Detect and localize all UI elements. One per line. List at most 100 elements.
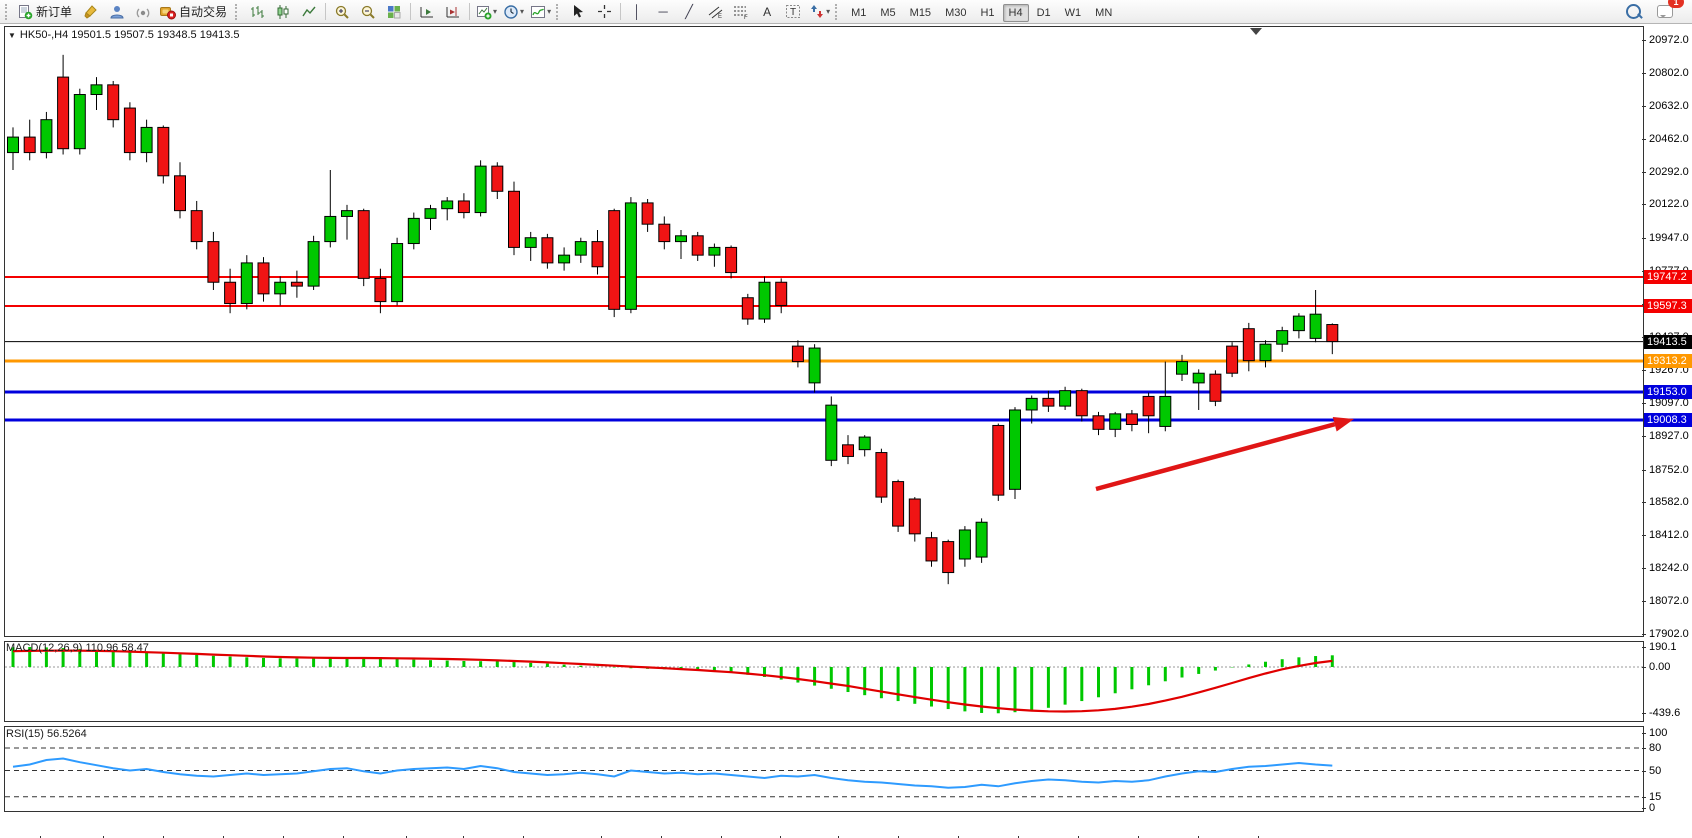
price-tick-tick xyxy=(1642,502,1646,504)
timeframe-D1[interactable]: D1 xyxy=(1036,6,1051,19)
candle xyxy=(791,345,804,363)
toolbar-grip[interactable] xyxy=(556,3,561,20)
timeframe-H1[interactable]: H1 xyxy=(980,6,995,19)
zoom-out-icon xyxy=(361,5,375,19)
price-level-box-19313.2: 19313.2 xyxy=(1644,353,1692,368)
cursor-tool-button[interactable] xyxy=(565,1,591,23)
autotrading-button[interactable]: 自动交易 xyxy=(156,1,233,23)
styler-button[interactable] xyxy=(78,1,104,23)
candle xyxy=(558,254,571,264)
auto-scroll-icon xyxy=(420,6,434,17)
channel-tool[interactable]: E xyxy=(702,1,728,23)
search-button[interactable] xyxy=(1620,1,1646,23)
toolbar-separator xyxy=(469,3,471,20)
toolbar-grip[interactable] xyxy=(5,3,10,20)
timeframe-M5[interactable]: M5 xyxy=(880,6,896,19)
rsi-tick-label: 100 xyxy=(1649,726,1668,739)
candle xyxy=(157,126,170,177)
new-order-icon xyxy=(19,4,33,19)
rsi-tick-tick xyxy=(1642,732,1646,734)
macd-pane[interactable] xyxy=(4,641,1644,722)
candle xyxy=(307,241,320,287)
zoom-out-button[interactable] xyxy=(355,1,381,23)
trend-arrow-annotation xyxy=(1095,416,1354,492)
rsi-tick-tick xyxy=(1642,796,1646,798)
timeframe-M1[interactable]: M1 xyxy=(851,6,867,19)
rsi-pane[interactable] xyxy=(4,726,1644,812)
rsi-axis: 100 80 50 15 0 xyxy=(1642,24,1692,814)
time-tick xyxy=(1198,836,1199,838)
candle xyxy=(1226,345,1239,374)
line-chart-button[interactable] xyxy=(296,1,322,23)
crosshair-tool-button[interactable] xyxy=(591,1,617,23)
candle xyxy=(140,126,153,154)
person-icon xyxy=(110,5,124,18)
candle xyxy=(725,246,738,274)
fibonacci-tool[interactable]: F xyxy=(728,1,754,23)
new-chart-button[interactable]: ▾ xyxy=(473,1,500,23)
bar-chart-button[interactable] xyxy=(244,1,270,23)
text-label-tool[interactable]: T xyxy=(780,1,806,23)
candle xyxy=(441,200,454,210)
indicators-button[interactable]: ▾ xyxy=(527,1,554,23)
toolbar-grip[interactable] xyxy=(235,3,240,20)
text-tool[interactable]: A xyxy=(754,1,780,23)
zoom-in-button[interactable] xyxy=(329,1,355,23)
chat-button[interactable]: 1 xyxy=(1652,0,1684,23)
candle xyxy=(858,436,871,451)
auto-scroll-button[interactable] xyxy=(414,1,440,23)
candle xyxy=(624,202,637,310)
main-chart-pane[interactable] xyxy=(4,26,1644,637)
timeframe-M30[interactable]: M30 xyxy=(945,6,967,19)
candle xyxy=(374,277,387,303)
vertical-line-tool[interactable]: │ xyxy=(624,1,650,23)
price-tick-tick xyxy=(1642,369,1646,371)
text-icon: A xyxy=(763,4,772,19)
periods-button[interactable]: ▾ xyxy=(500,1,527,23)
candle xyxy=(508,190,520,248)
time-tick xyxy=(523,836,524,838)
autotrading-icon xyxy=(160,6,177,19)
timeframe-H4[interactable]: H4 xyxy=(1002,3,1029,22)
timeframe-W1[interactable]: W1 xyxy=(1064,6,1082,19)
svg-text:T: T xyxy=(790,7,796,18)
trendline-tool[interactable]: ╱ xyxy=(676,1,702,23)
candle xyxy=(1326,324,1339,343)
toolbar: 新订单 自动交易 xyxy=(0,0,1692,24)
price-tick-label: 20632.0 xyxy=(1649,99,1689,112)
arrows-tool[interactable]: ▾ xyxy=(806,1,833,23)
bar-chart-icon xyxy=(251,5,265,18)
new-order-label: 新订单 xyxy=(36,5,73,19)
toolbar-separator xyxy=(410,3,412,20)
tile-windows-button[interactable] xyxy=(381,1,407,23)
price-axis[interactable]: 20972.0 20802.0 20632.0 20462.0 20292.0 20122… xyxy=(1642,24,1692,640)
time-tick xyxy=(163,836,164,838)
community-button[interactable] xyxy=(104,1,130,23)
toolbar-grip[interactable] xyxy=(835,3,840,20)
news-button[interactable] xyxy=(130,1,156,23)
candle xyxy=(1192,372,1205,384)
toolbar-separator xyxy=(325,3,327,20)
candle xyxy=(474,165,487,214)
horizontal-line-tool[interactable]: ─ xyxy=(650,1,676,23)
candle xyxy=(1042,397,1055,407)
macd-tick-tick xyxy=(1642,646,1646,648)
line-chart-icon xyxy=(302,6,316,16)
timeframe-M15[interactable]: M15 xyxy=(909,6,932,19)
time-tick xyxy=(601,836,602,838)
new-order-button[interactable]: 新订单 xyxy=(14,1,78,23)
candle xyxy=(424,208,437,219)
candle xyxy=(1242,328,1255,362)
candlestick-chart-button[interactable] xyxy=(270,1,296,23)
one-click-trading-expander[interactable]: ▼ xyxy=(8,30,16,40)
price-level-box-19597.3: 19597.3 xyxy=(1644,298,1692,313)
price-tick-label: 18582.0 xyxy=(1649,496,1689,509)
chart-shift-button[interactable] xyxy=(440,1,466,23)
timeframe-MN[interactable]: MN xyxy=(1095,6,1113,19)
candle xyxy=(825,404,838,461)
candle xyxy=(190,210,203,243)
macd-canvas xyxy=(4,641,1644,722)
chevron-down-icon: ▾ xyxy=(547,7,552,16)
candle xyxy=(1309,313,1322,339)
